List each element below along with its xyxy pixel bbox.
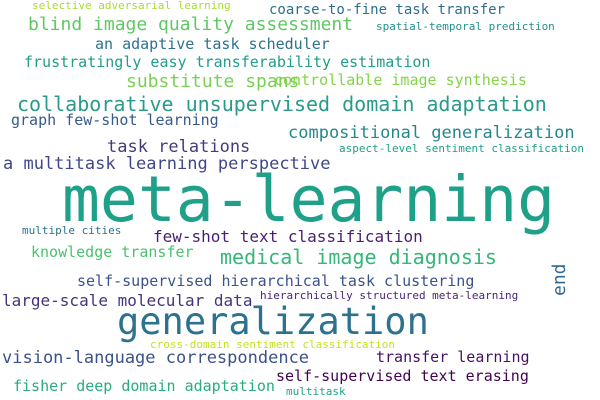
word-multitask: multitask	[286, 385, 346, 398]
word-an-adaptive-task-scheduler: an adaptive task scheduler	[95, 35, 330, 53]
word-medical-image-diagnosis: medical image diagnosis	[220, 245, 497, 269]
word-end: end	[549, 263, 570, 296]
word-coarse-to-fine-task-transfer: coarse-to-fine task transfer	[269, 2, 506, 18]
word-hierarchically-structured-meta-learning: hierarchically structured meta-learning	[260, 289, 519, 302]
word-blind-image-quality-assessment: blind image quality assessment	[28, 14, 354, 35]
word-fisher-deep-domain-adaptation: fisher deep domain adaptation	[13, 377, 275, 395]
word-meta-learning: meta-learning	[62, 163, 556, 236]
word-knowledge-transfer: knowledge transfer	[31, 243, 194, 261]
word-controllable-image-synthesis: controllable image synthesis	[274, 71, 527, 89]
word-substitute-spans: substitute spans	[126, 71, 300, 92]
word-large-scale-molecular-data: large-scale molecular data	[2, 291, 253, 310]
word-graph-few-shot-learning: graph few-shot learning	[11, 111, 219, 129]
word-a-multitask-learning-perspective: a multitask learning perspective	[3, 154, 331, 174]
word-few-shot-text-classification: few-shot text classification	[153, 227, 423, 246]
word-task-relations: task relations	[107, 137, 251, 157]
word-vision-language-correspondence: vision-language correspondence	[2, 348, 310, 368]
word-self-supervised-hierarchical-task-clustering: self-supervised hierarchical task cluste…	[77, 272, 475, 290]
word-aspect-level-sentiment-classification: aspect-level sentiment classification	[339, 142, 585, 155]
word-spatial-temporal-prediction: spatial-temporal prediction	[376, 20, 555, 33]
word-transfer-learning: transfer learning	[376, 348, 530, 366]
word-frustratingly-easy-transferability-estimation: frustratingly easy transferability estim…	[24, 53, 431, 71]
word-collaborative-unsupervised-domain-adaptation: collaborative unsupervised domain adapta…	[17, 92, 547, 116]
word-selective-adversarial-learning: selective adversarial learning	[32, 0, 231, 12]
word-compositional-generalization: compositional generalization	[288, 123, 575, 143]
word-multiple-cities: multiple cities	[22, 224, 122, 237]
word-self-supervised-text-erasing: self-supervised text erasing	[276, 367, 529, 385]
word-cross-domain-sentiment-classification: cross-domain sentiment classification	[150, 338, 396, 351]
word-generalization: generalization	[117, 300, 429, 343]
